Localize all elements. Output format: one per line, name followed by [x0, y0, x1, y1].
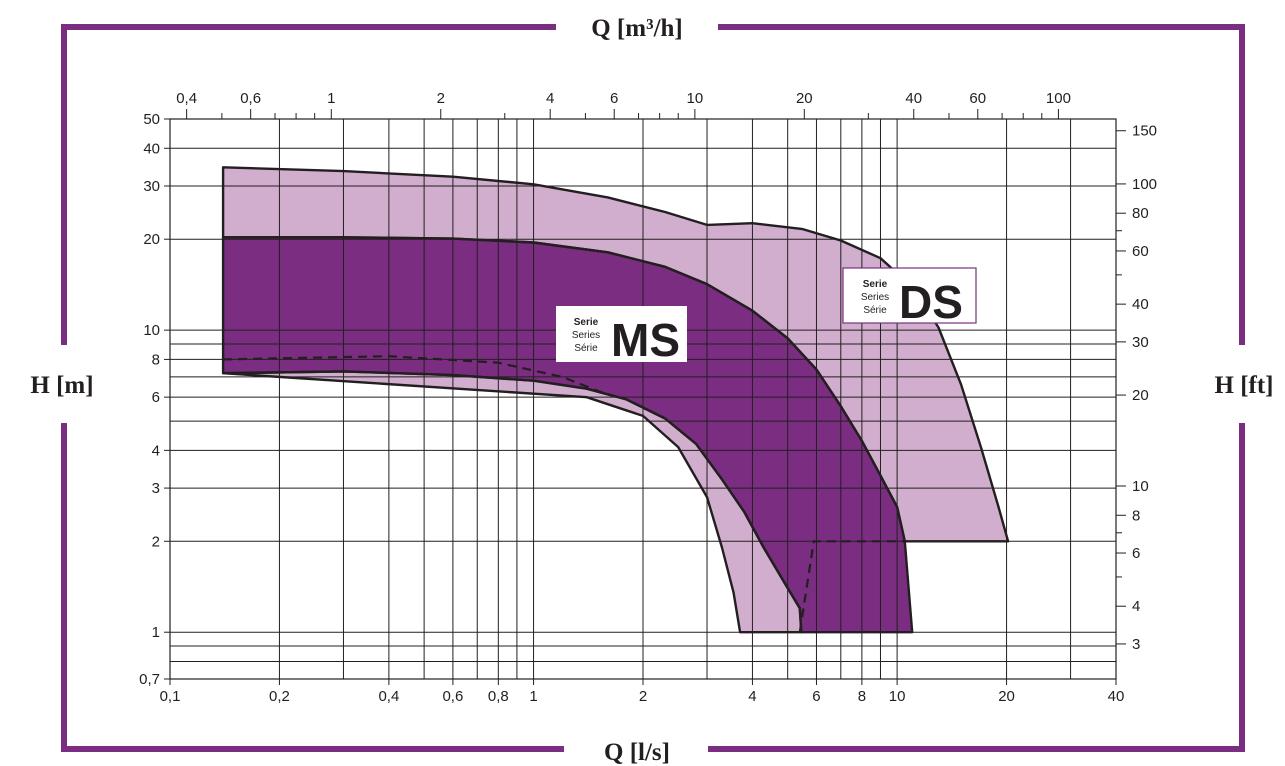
dashed-limit-line: [798, 540, 905, 633]
bottom-tick-label: 0,4: [378, 688, 399, 705]
top-tick-label: 40: [905, 90, 922, 107]
left-tick-label: 0,7: [139, 671, 160, 688]
top-tick-label: 10: [687, 90, 704, 107]
axis-title-bottom: Q [l/s]: [604, 739, 670, 766]
bottom-tick-label: 1: [529, 688, 537, 705]
ms-band: [223, 237, 913, 633]
ds-band: [223, 167, 1009, 542]
ms-lower-band: [223, 371, 802, 633]
bottom-tick-label: 4: [748, 688, 756, 705]
ds-label-serie-fr: Série: [863, 305, 887, 316]
top-tick-label: 20: [796, 90, 813, 107]
top-tick-label: 4: [546, 90, 554, 107]
left-tick-label: 8: [152, 351, 160, 368]
left-tick-label: 3: [152, 480, 160, 497]
right-tick-label: 20: [1132, 387, 1149, 404]
right-tick-label: 10: [1132, 478, 1149, 495]
ms-label-name: MS: [611, 314, 680, 366]
ds-label-name: DS: [899, 276, 963, 328]
bottom-tick-label: 40: [1108, 688, 1125, 705]
top-tick-label: 100: [1046, 90, 1071, 107]
ms-label-serie-fr: Série: [574, 343, 598, 354]
bottom-tick-label: 10: [889, 688, 906, 705]
top-tick-label: 6: [610, 90, 618, 107]
frame-top-right: [718, 24, 1245, 345]
dashed-limit-line: [223, 355, 618, 399]
plot-border: [169, 118, 1117, 680]
left-tick-label: 40: [143, 140, 160, 157]
axis-title-left: H [m]: [30, 372, 93, 399]
left-tick-label: 1: [152, 624, 160, 641]
right-tick-label: 6: [1132, 545, 1140, 562]
gridlines: [170, 119, 1116, 679]
bottom-tick-label: 6: [812, 688, 820, 705]
axis-title-top: Q [m³/h]: [591, 15, 683, 42]
right-tick-label: 8: [1132, 507, 1140, 524]
top-tick-label: 0,4: [176, 90, 197, 107]
ms-label-serie: Serie: [574, 317, 599, 328]
right-tick-label: 3: [1132, 636, 1140, 653]
top-tick-label: 0,6: [240, 90, 261, 107]
frame-bottom-right: [708, 423, 1245, 752]
bottom-tick-label: 2: [639, 688, 647, 705]
bottom-tick-label: 8: [858, 688, 866, 705]
ms-label-box: [556, 306, 687, 362]
band-outlines: [221, 166, 1010, 634]
frame-bottom-left: [61, 423, 564, 752]
bottom-tick-label: 0,2: [269, 688, 290, 705]
bottom-tick-label: 0,1: [160, 688, 181, 705]
top-tick-label: 2: [437, 90, 445, 107]
performance-bands: [223, 167, 1009, 633]
frame-top-left: [61, 24, 556, 345]
right-tick-label: 100: [1132, 176, 1157, 193]
left-tick-label: 2: [152, 533, 160, 550]
right-tick-label: 60: [1132, 243, 1149, 260]
left-tick-label: 30: [143, 178, 160, 195]
top-tick-label: 60: [969, 90, 986, 107]
right-tick-label: 80: [1132, 205, 1149, 222]
ds-series-label: Serie Series Série DS: [842, 267, 977, 328]
right-tick-label: 4: [1132, 598, 1140, 615]
tick-marks: [164, 109, 1126, 685]
ds-label-box: [842, 267, 977, 324]
left-tick-label: 50: [143, 111, 160, 128]
bottom-tick-label: 0,6: [442, 688, 463, 705]
right-tick-label: 40: [1132, 296, 1149, 313]
bottom-tick-label: 20: [998, 688, 1015, 705]
frame: [61, 24, 1245, 752]
bottom-tick-label: 0,8: [488, 688, 509, 705]
ms-label-series: Series: [572, 330, 600, 341]
ds-label-series: Series: [861, 292, 889, 303]
axis-title-right: H [ft]: [1215, 372, 1274, 399]
ds-label-serie: Serie: [863, 279, 888, 290]
tick-labels: 0,1 0,2 0,4 0,6 0,8 1 2 4 6 8 10 20 40 0,7 1 2 3 4 6 8 10 20 3…: [139, 90, 1157, 705]
left-tick-label: 6: [152, 389, 160, 406]
right-tick-label: 150: [1132, 123, 1157, 140]
ms-lower-band-outline: [221, 370, 803, 634]
left-tick-label: 10: [143, 322, 160, 339]
left-tick-label: 20: [143, 231, 160, 248]
top-tick-label: 1: [327, 90, 335, 107]
right-tick-label: 30: [1132, 334, 1149, 351]
left-tick-label: 4: [152, 442, 160, 459]
ms-series-label: Serie Series Série MS: [556, 306, 687, 366]
